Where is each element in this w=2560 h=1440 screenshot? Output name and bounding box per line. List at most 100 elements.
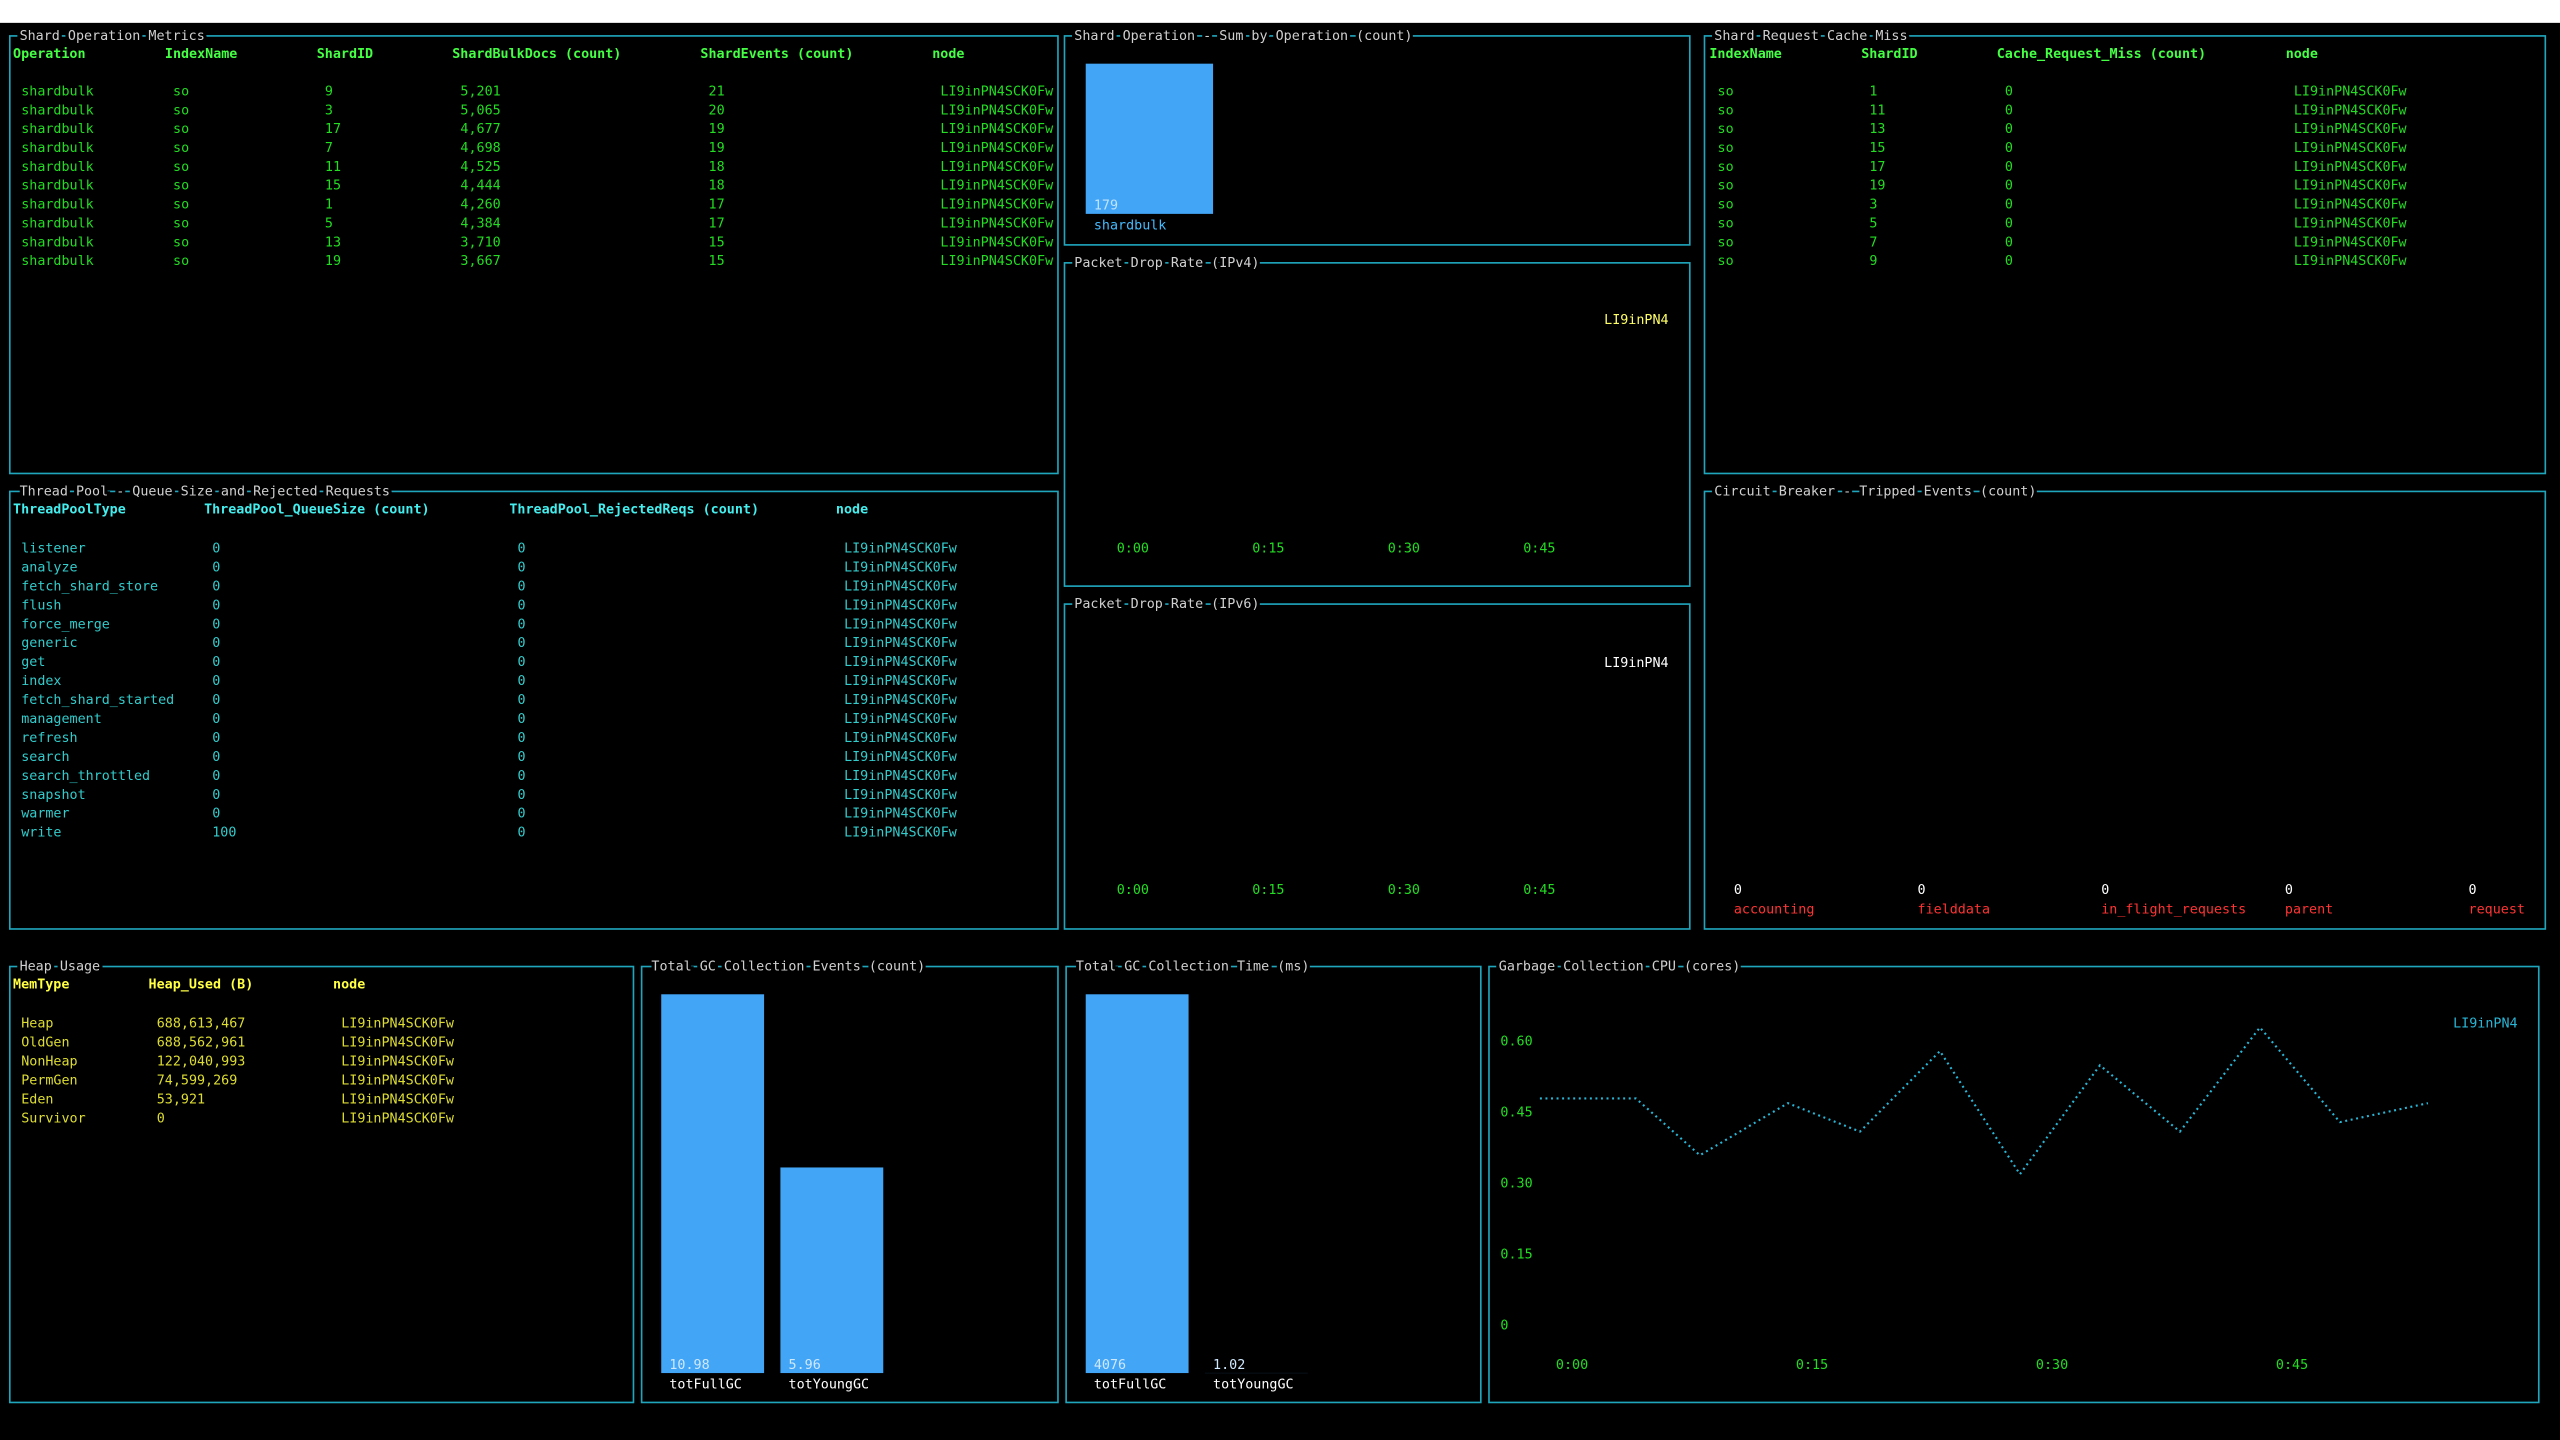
table-cell: LI9inPN4SCK0Fw — [844, 598, 958, 613]
table-cell: snapshot — [21, 788, 85, 803]
table-cell: 20 — [709, 103, 725, 118]
table-cell: LI9inPN4SCK0Fw — [844, 579, 958, 594]
panel-title: Total GC Collection Events (count) — [651, 960, 925, 975]
table-cell: 3 — [1869, 198, 1877, 213]
table-cell: 4,525 — [460, 160, 500, 175]
table-cell: LI9inPN4SCK0Fw — [844, 769, 958, 784]
table-cell: 0 — [2005, 235, 2013, 250]
table-cell: so — [1718, 179, 1734, 194]
table-cell: 0 — [518, 655, 526, 670]
table-cell: LI9inPN4SCK0Fw — [2294, 198, 2408, 213]
table-cell: so — [173, 84, 189, 99]
table-cell: so — [1718, 103, 1734, 118]
table-cell: 3 — [325, 103, 333, 118]
bar-value: 10.98 — [669, 1358, 709, 1373]
column-header: ThreadPool_QueueSize (count) — [204, 501, 429, 517]
bar-value: 0 — [1734, 883, 1742, 898]
table-cell: so — [173, 179, 189, 194]
table-cell: 0 — [2005, 254, 2013, 269]
table-cell: LI9inPN4SCK0Fw — [844, 542, 958, 557]
table-cell: 19 — [1869, 179, 1885, 194]
x-tick-label: 0:30 — [1388, 883, 1420, 898]
table-cell: 0 — [2005, 216, 2013, 231]
table-cell: LI9inPN4SCK0Fw — [341, 1073, 455, 1088]
column-header: IndexName — [165, 47, 237, 62]
table-cell: LI9inPN4SCK0Fw — [940, 141, 1054, 156]
table-cell: 0 — [518, 561, 526, 576]
table-cell: 17 — [709, 198, 725, 213]
table-cell: LI9inPN4SCK0Fw — [2294, 216, 2408, 231]
title-bar — [0, 0, 2560, 23]
table-cell: LI9inPN4SCK0Fw — [341, 1092, 455, 1107]
table-cell: index — [21, 674, 61, 689]
table-cell: so — [173, 254, 189, 269]
table-cell: 0 — [2005, 84, 2013, 99]
panel-title: Thread Pool - Queue Size and Rejected Re… — [20, 484, 390, 499]
bar-label: totFullGC — [669, 1377, 741, 1392]
table-cell: 0 — [212, 731, 220, 746]
x-tick-label: 0:45 — [1523, 883, 1555, 898]
bar — [661, 994, 765, 1374]
table-cell: 5,065 — [460, 103, 500, 118]
column-header: Operation — [13, 46, 85, 62]
table-cell: 17 — [1869, 160, 1885, 175]
table-cell: refresh — [21, 731, 77, 746]
table-cell: 4,677 — [460, 122, 500, 137]
data-line — [1539, 1025, 2429, 1177]
table-cell: Eden — [21, 1092, 53, 1107]
bar-value: 1.02 — [1213, 1358, 1245, 1373]
table-cell: 4,260 — [460, 198, 500, 213]
column-header: MemType — [13, 977, 69, 992]
table-cell: so — [173, 122, 189, 137]
table-cell: 4,444 — [460, 179, 500, 194]
panel-title: Shard Operation Metrics — [20, 29, 205, 44]
table-cell: LI9inPN4SCK0Fw — [2294, 122, 2408, 137]
bar — [1085, 63, 1214, 214]
column-header: IndexName — [1709, 47, 1781, 62]
table-cell: 7 — [325, 141, 333, 156]
table-cell: so — [173, 103, 189, 118]
bar — [780, 1167, 884, 1374]
bar — [1085, 994, 1189, 1374]
table-cell: 0 — [518, 769, 526, 784]
table-cell: so — [173, 235, 189, 250]
table-cell: LI9inPN4SCK0Fw — [2294, 141, 2408, 156]
table-cell: 0 — [212, 750, 220, 765]
column-header: ThreadPoolType — [13, 502, 126, 517]
table-cell: 21 — [709, 84, 725, 99]
table-cell: 0 — [518, 693, 526, 708]
bar-label: parent — [2285, 902, 2333, 917]
panel-title: Packet Drop Rate (IPv6) — [1074, 597, 1259, 612]
table-cell: 0 — [212, 617, 220, 632]
table-cell: shardbulk — [21, 141, 93, 156]
panel-title: Heap Usage — [20, 960, 101, 975]
column-header: Cache_Request_Miss (count) — [1997, 46, 2206, 62]
table-cell: write — [21, 826, 61, 841]
table-cell: PermGen — [21, 1073, 77, 1088]
table-cell: 0 — [212, 712, 220, 727]
table-cell: 0 — [518, 731, 526, 746]
panel-border — [8, 35, 1059, 475]
table-cell: 0 — [212, 598, 220, 613]
table-cell: so — [1718, 141, 1734, 156]
table-cell: shardbulk — [21, 122, 93, 137]
table-cell: LI9inPN4SCK0Fw — [940, 103, 1054, 118]
table-cell: LI9inPN4SCK0Fw — [844, 617, 958, 632]
y-tick-label: 0 — [1500, 1319, 1508, 1334]
bar-value: 179 — [1094, 199, 1118, 214]
table-cell: 17 — [709, 216, 725, 231]
table-cell: 0 — [2005, 179, 2013, 194]
table-cell: 15 — [1869, 141, 1885, 156]
table-cell: LI9inPN4SCK0Fw — [341, 1036, 455, 1051]
table-cell: 0 — [157, 1111, 165, 1126]
table-cell: 3,667 — [460, 254, 500, 269]
x-tick-label: 0:00 — [1117, 542, 1149, 557]
table-cell: shardbulk — [21, 254, 93, 269]
table-cell: shardbulk — [21, 103, 93, 118]
table-cell: fetch_shard_store — [21, 579, 158, 594]
bar-label: fielddata — [1918, 902, 1990, 917]
table-cell: LI9inPN4SCK0Fw — [940, 216, 1054, 231]
table-cell: 0 — [2005, 103, 2013, 118]
table-cell: warmer — [21, 807, 69, 822]
bar-value: 0 — [2285, 883, 2293, 898]
